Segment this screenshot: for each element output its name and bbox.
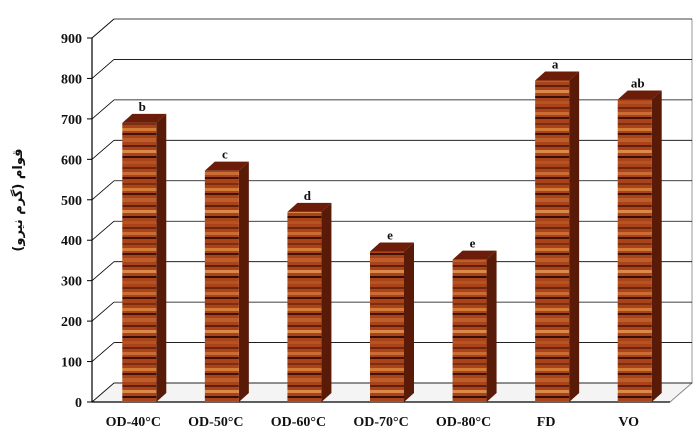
bar-OD-70°C [370,242,414,402]
bar-FD [535,71,580,402]
bar-top [122,113,167,123]
bar-top [535,71,580,81]
bar-side [404,242,414,402]
gridline-diag [91,220,115,241]
y-tick-label: 200 [61,315,82,330]
bar-top [617,90,662,100]
data-label: e [470,236,476,251]
y-tick-label: 400 [61,234,82,249]
data-labels: b c d e e a ab [139,56,645,250]
x-axis-categories: OD-40°C OD-50°C OD-60°C OD-70°C OD-80°C FD VO [106,415,640,430]
y-tick-label: 800 [61,72,82,87]
bar-side [321,202,332,402]
gridline-diag [91,180,115,201]
x-category-label: OD-50°C [188,415,243,430]
data-label: b [139,99,146,114]
y-tick-label: 500 [61,194,82,209]
bar-front [617,99,652,402]
x-category-label: OD-80°C [436,415,491,430]
data-label: e [387,228,393,243]
bar-OD-60°C [287,202,332,402]
y-tick-label: 900 [61,32,82,47]
gridline-diag [91,18,115,39]
bars [122,71,662,402]
y-axis-title: قوام (گرم نیرو) [10,148,26,251]
bar-front [287,211,322,402]
x-category-label: OD-60°C [271,415,326,430]
bar-front [535,80,570,402]
bar-front [122,122,157,402]
bar-side [569,71,580,402]
x-category-label: OD-70°C [353,415,408,430]
gridline-diag [91,342,115,362]
data-label: c [222,147,228,162]
x-category-label: VO [618,415,639,430]
data-label: a [552,56,559,71]
y-tick-label: 0 [75,396,82,411]
bar-top [370,242,414,252]
x-category-label: OD-40°C [106,415,161,430]
gridline-diag [91,59,115,79]
y-axis-ticks: 0 100 200 300 400 500 600 700 800 900 [61,32,670,411]
bar-side [156,113,167,402]
bar-side [651,90,662,402]
bar-front [452,259,487,402]
y-tick-label: 600 [61,153,82,168]
bar-VO [617,90,662,402]
data-label: d [304,188,312,203]
bar-side [486,250,497,402]
gridline-diag [91,99,115,120]
bar-side [238,161,249,402]
gridline-diag [91,301,115,322]
bar-top [287,202,332,212]
data-label: ab [631,75,645,90]
bar-top [452,250,497,260]
gridline-diag [91,382,115,403]
bar-front [204,170,239,402]
y-tick-label: 700 [61,113,82,128]
bar-front [370,251,404,402]
bar-OD-50°C [204,161,249,402]
bar-OD-80°C [452,250,497,402]
bar-OD-40°C [122,113,167,402]
gridline-diag [91,261,115,281]
bar-top [204,161,249,171]
x-category-label: FD [537,415,556,430]
y-tick-label: 300 [61,275,82,290]
gridline-diag [91,140,115,160]
y-tick-label: 100 [61,356,82,371]
